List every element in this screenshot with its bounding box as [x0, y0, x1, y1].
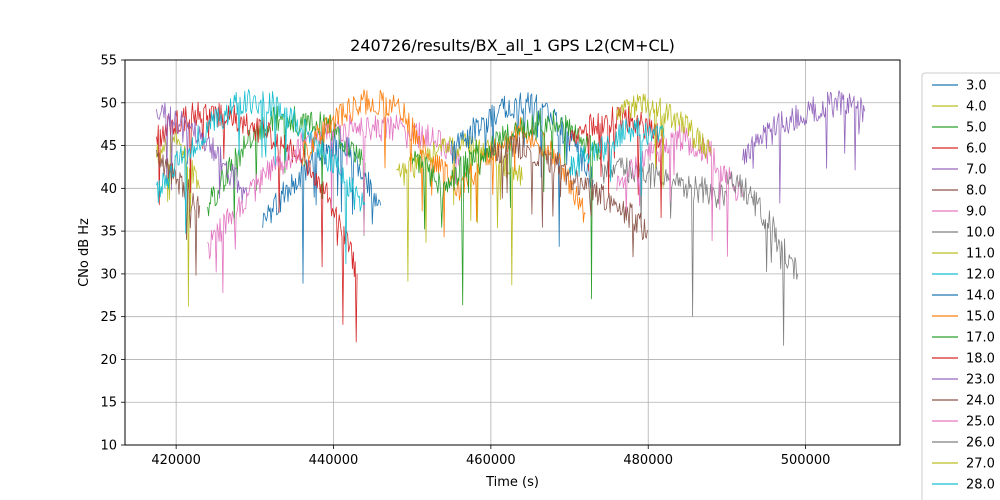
series-line-12.0	[156, 89, 366, 265]
series-line-23.0	[742, 90, 865, 204]
legend-label: 9.0	[966, 205, 987, 220]
y-axis-label: CNo dB Hz	[77, 218, 92, 287]
series-line-7.0	[156, 102, 248, 204]
y-tick-label: 10	[100, 439, 117, 454]
series-line-10.0	[600, 157, 728, 317]
series-line-14.0	[451, 92, 594, 247]
series-line-15.0	[301, 89, 586, 238]
legend-frame	[921, 72, 1000, 500]
y-tick-label: 30	[100, 267, 117, 282]
x-tick-label: 440000	[309, 453, 359, 468]
y-tick-label: 35	[100, 225, 117, 240]
y-tick-label: 40	[100, 182, 117, 197]
y-ticks: 10 15 20 25 30 35 40 45 50 55	[100, 54, 125, 454]
legend-label: 18.0	[966, 352, 995, 367]
legend-label: 14.0	[966, 289, 995, 304]
legend-label: 7.0	[966, 163, 987, 178]
legend-label: 4.0	[966, 100, 987, 115]
legend-label: 15.0	[966, 310, 995, 325]
legend-items: 3.0 4.0 5.0 6.0 7.0 8.0 9.0 10.0 11.0 12.0 14.0 15.…	[932, 79, 995, 493]
series-layer	[156, 89, 865, 346]
legend: 3.0 4.0 5.0 6.0 7.0 8.0 9.0 10.0 11.0 12.0 14.0 15.…	[921, 72, 1000, 500]
legend-label: 26.0	[966, 436, 995, 451]
y-tick-label: 55	[100, 54, 117, 69]
x-tick-label: 480000	[623, 453, 673, 468]
x-tick-label: 460000	[466, 453, 516, 468]
series-line-28.0	[569, 117, 665, 197]
series-line-6.0	[156, 101, 358, 343]
legend-label: 17.0	[966, 331, 995, 346]
series-line-25.0	[616, 122, 743, 257]
series-line-27.0	[616, 93, 712, 188]
y-tick-label: 50	[100, 96, 117, 111]
x-tick-label: 420000	[151, 453, 201, 468]
plot-frame	[124, 59, 901, 446]
series-line-26.0	[726, 171, 799, 346]
x-tick-label: 500000	[781, 453, 831, 468]
legend-label: 5.0	[966, 121, 987, 136]
legend-label: 11.0	[966, 247, 995, 262]
legend-label: 24.0	[966, 394, 995, 409]
legend-label: 27.0	[966, 457, 995, 472]
series-line-9.0	[207, 114, 460, 294]
y-tick-label: 15	[100, 396, 117, 411]
legend-label: 10.0	[966, 226, 995, 241]
series-line-4.0	[156, 130, 201, 307]
x-ticks: 420000 440000 460000 480000 500000	[151, 445, 830, 468]
legend-label: 23.0	[966, 373, 995, 388]
legend-label: 6.0	[966, 142, 987, 157]
y-tick-label: 45	[100, 139, 117, 154]
legend-label: 8.0	[966, 184, 987, 199]
x-axis-label: Time (s)	[485, 475, 539, 490]
series-line-8.0	[156, 149, 201, 276]
chart-title: 240726/results/BX_all_1 GPS L2(CM+CL)	[350, 36, 675, 56]
y-tick-label: 20	[100, 353, 117, 368]
legend-label: 12.0	[966, 268, 995, 283]
legend-label: 25.0	[966, 415, 995, 430]
legend-label: 3.0	[966, 79, 987, 94]
legend-label: 28.0	[966, 478, 995, 493]
y-tick-label: 25	[100, 310, 117, 325]
